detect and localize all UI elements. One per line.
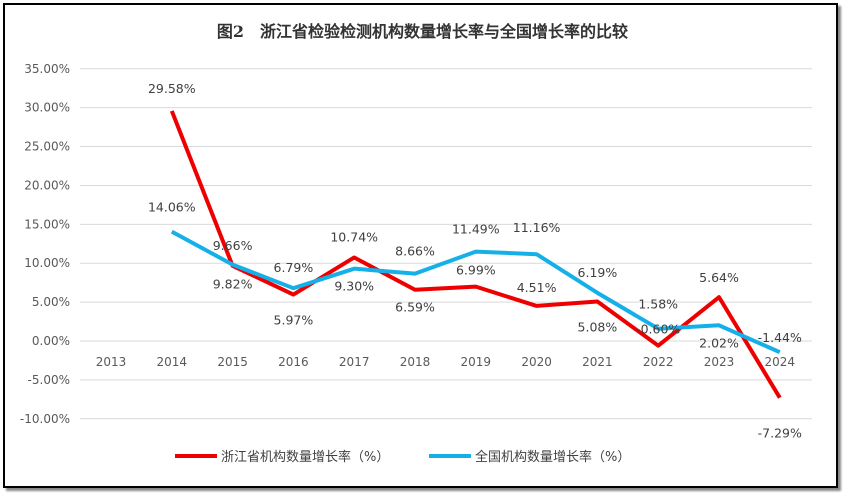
data-label: 6.59% [395, 300, 435, 315]
y-tick-label: 10.00% [24, 256, 70, 270]
data-label: -7.29% [758, 426, 802, 441]
data-label: 6.99% [456, 263, 496, 278]
y-tick-label: 0.00% [32, 334, 70, 348]
data-label: 11.16% [513, 220, 561, 235]
x-tick-label: 2022 [643, 355, 674, 369]
data-label: 9.30% [334, 279, 374, 294]
legend-label: 浙江省机构数量增长率（%） [221, 449, 389, 465]
data-label: 5.97% [274, 313, 314, 328]
x-tick-label: 2021 [582, 355, 613, 369]
data-label: 14.06% [148, 200, 196, 215]
data-label: -1.44% [758, 330, 802, 345]
series-line [170, 229, 781, 355]
y-tick-label: 35.00% [24, 62, 70, 76]
y-tick-label: -5.00% [28, 373, 70, 387]
data-label: 5.08% [578, 319, 618, 334]
data-label: 8.66% [395, 244, 435, 259]
x-tick-label: 2014 [157, 355, 188, 369]
chart-frame [3, 3, 838, 488]
y-tick-label: 25.00% [24, 140, 70, 154]
data-label: 6.19% [578, 265, 618, 280]
x-tick-label: 2024 [765, 355, 796, 369]
chart-title: 图2 浙江省检验检测机构数量增长率与全国增长率的比较 [216, 22, 629, 41]
x-tick-label: 2020 [521, 355, 552, 369]
data-label: 5.64% [699, 270, 739, 285]
data-label: 9.66% [213, 238, 253, 253]
data-label: 11.49% [452, 222, 500, 237]
y-tick-label: 30.00% [24, 101, 70, 115]
data-label: 4.51% [517, 280, 557, 295]
data-label: 1.58% [638, 297, 678, 312]
x-tick-label: 2018 [400, 355, 431, 369]
x-tick-label: 2013 [96, 355, 127, 369]
legend-label: 全国机构数量增长率（%） [475, 449, 630, 465]
data-label: 9.82% [213, 277, 253, 292]
x-tick-label: 2017 [339, 355, 370, 369]
x-tick-label: 2023 [704, 355, 735, 369]
x-tick-label: 2016 [278, 355, 309, 369]
x-tick-label: 2019 [461, 355, 492, 369]
x-tick-label: 2015 [217, 355, 248, 369]
data-label: -0.60% [636, 322, 680, 337]
data-label: 29.58% [148, 81, 196, 96]
y-tick-label: 5.00% [32, 295, 70, 309]
data-label: 6.79% [274, 260, 314, 275]
data-label: 10.74% [330, 229, 378, 244]
y-tick-label: -10.00% [20, 412, 70, 426]
y-tick-label: 15.00% [24, 217, 70, 231]
data-label: 2.02% [699, 335, 739, 350]
y-tick-label: 20.00% [24, 178, 70, 192]
